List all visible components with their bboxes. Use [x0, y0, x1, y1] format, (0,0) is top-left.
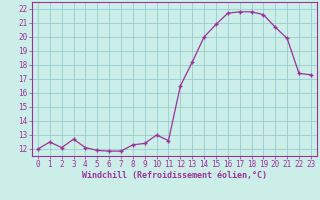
X-axis label: Windchill (Refroidissement éolien,°C): Windchill (Refroidissement éolien,°C) [82, 171, 267, 180]
